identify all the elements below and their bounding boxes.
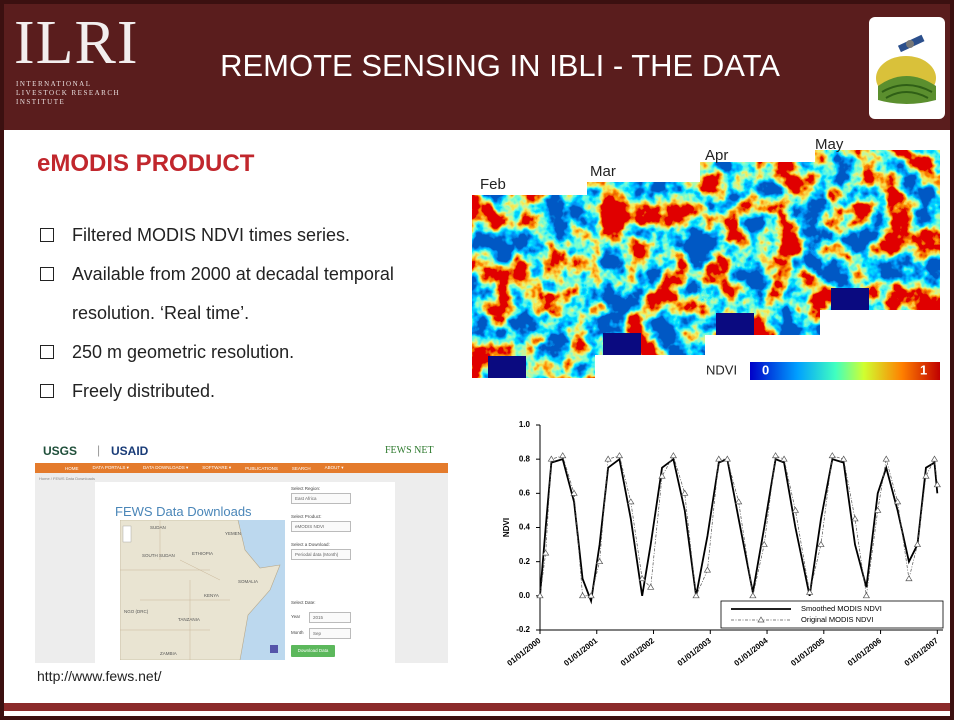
slide: ILRI INTERNATIONAL LIVESTOCK RESEARCH IN… [0, 0, 954, 720]
slide-frame [0, 0, 954, 720]
